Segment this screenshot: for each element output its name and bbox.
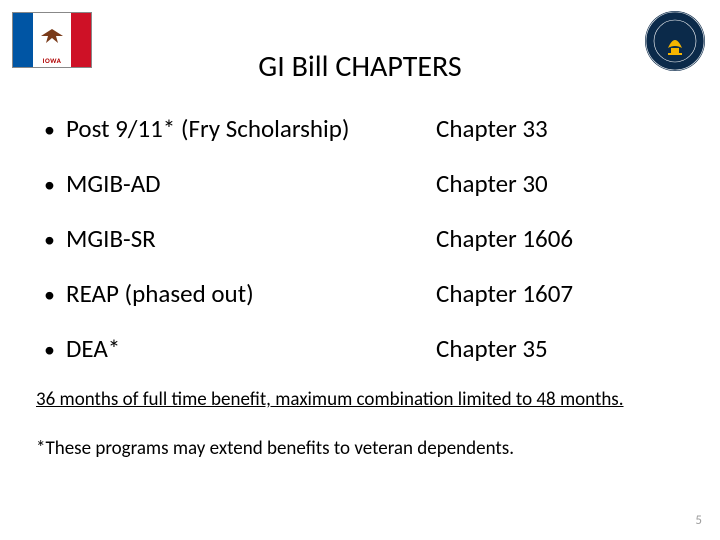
bullet-icon: • [44,174,66,196]
eagle-icon [37,27,67,45]
program-name: REAP (phased out) [66,278,436,309]
dept-of-education-seal-icon [644,10,706,72]
chapter-label: Chapter 1606 [436,223,676,254]
chapter-label: Chapter 35 [436,333,676,364]
bullet-icon: • [44,339,66,361]
chapter-label: Chapter 33 [436,113,676,144]
bullet-icon: • [44,229,66,251]
benefit-limits-note: 36 months of full time benefit, maximum … [0,388,720,411]
list-item: • MGIB-AD Chapter 30 [44,168,676,199]
bullet-icon: • [44,119,66,141]
slide-header: IOWA GI Bill CHAPTERS [0,0,720,95]
flag-label: IOWA [43,56,62,65]
list-item: • DEA* Chapter 35 [44,333,676,364]
flag-stripe-white: IOWA [33,13,70,67]
chapter-label: Chapter 1607 [436,278,676,309]
bullet-icon: • [44,284,66,306]
iowa-state-flag: IOWA [12,12,92,68]
chapter-label: Chapter 30 [436,168,676,199]
page-number: 5 [695,513,702,528]
list-item: • REAP (phased out) Chapter 1607 [44,278,676,309]
program-name: MGIB-SR [66,223,436,254]
program-name: MGIB-AD [66,168,436,199]
list-item: • Post 9/11* (Fry Scholarship) Chapter 3… [44,113,676,144]
flag-stripe-red [71,13,91,67]
slide-title: GI Bill CHAPTERS [258,48,461,85]
list-item: • MGIB-SR Chapter 1606 [44,223,676,254]
dependents-footnote: *These programs may extend benefits to v… [0,437,720,460]
program-name: Post 9/11* (Fry Scholarship) [66,113,436,144]
flag-stripe-blue [13,13,33,67]
program-name: DEA* [66,333,436,364]
bullet-list: • Post 9/11* (Fry Scholarship) Chapter 3… [0,95,720,364]
